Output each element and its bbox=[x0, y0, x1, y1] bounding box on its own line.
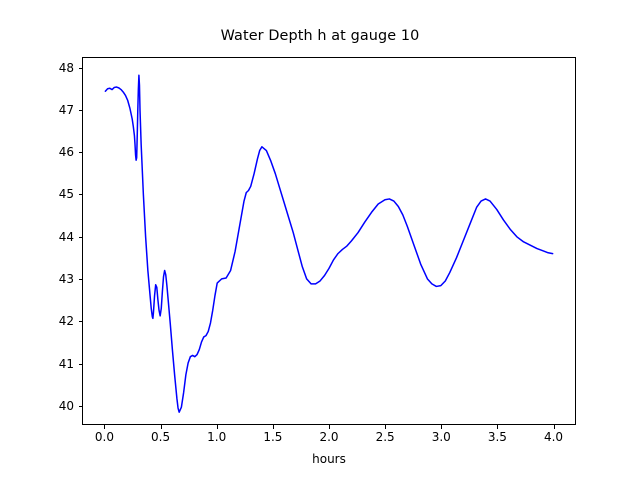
y-tick-label: 42 bbox=[58, 314, 74, 329]
x-tick-label: 3.0 bbox=[431, 430, 451, 444]
plot-area bbox=[82, 57, 576, 425]
y-tick-label: 41 bbox=[58, 356, 74, 371]
x-tick-label: 3.5 bbox=[487, 430, 507, 444]
x-tick-label: 0.5 bbox=[151, 430, 171, 444]
x-tick-mark bbox=[160, 425, 162, 429]
x-tick-label: 1.5 bbox=[263, 430, 283, 444]
y-tick-label: 47 bbox=[58, 102, 74, 117]
data-series-line bbox=[105, 75, 552, 412]
data-line-svg bbox=[83, 58, 575, 424]
x-tick-label: 0.0 bbox=[94, 430, 114, 444]
y-tick-label: 40 bbox=[58, 398, 74, 413]
x-tick-label: 4.0 bbox=[543, 430, 564, 444]
y-tick-label: 43 bbox=[58, 272, 74, 287]
x-tick-mark bbox=[104, 425, 106, 429]
y-axis-tick-labels: 40 41 42 43 44 45 46 47 48 bbox=[26, 57, 74, 425]
x-axis-label: hours bbox=[312, 452, 346, 466]
y-tick-label: 48 bbox=[58, 60, 74, 75]
x-tick-mark bbox=[497, 425, 499, 429]
x-axis-tick-labels: 0.0 0.5 1.0 1.5 2.0 2.5 3.0 3.5 4.0 bbox=[82, 431, 576, 451]
y-tick-label: 44 bbox=[58, 229, 74, 244]
x-tick-mark bbox=[216, 425, 218, 429]
x-tick-mark bbox=[441, 425, 443, 429]
x-tick-mark bbox=[329, 425, 330, 429]
y-tick-label: 46 bbox=[58, 145, 74, 160]
y-tick-label: 45 bbox=[58, 187, 74, 202]
x-tick-label: 2.0 bbox=[319, 430, 339, 444]
x-tick-mark bbox=[272, 425, 274, 429]
x-tick-label: 2.5 bbox=[375, 430, 395, 444]
page-title: Water Depth h at gauge 10 bbox=[220, 28, 420, 44]
x-tick-mark bbox=[553, 425, 555, 429]
x-tick-label: 1.0 bbox=[207, 430, 227, 444]
x-tick-mark bbox=[385, 425, 387, 429]
